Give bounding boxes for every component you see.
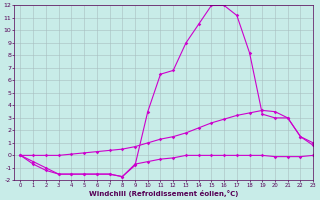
X-axis label: Windchill (Refroidissement éolien,°C): Windchill (Refroidissement éolien,°C)	[89, 190, 238, 197]
